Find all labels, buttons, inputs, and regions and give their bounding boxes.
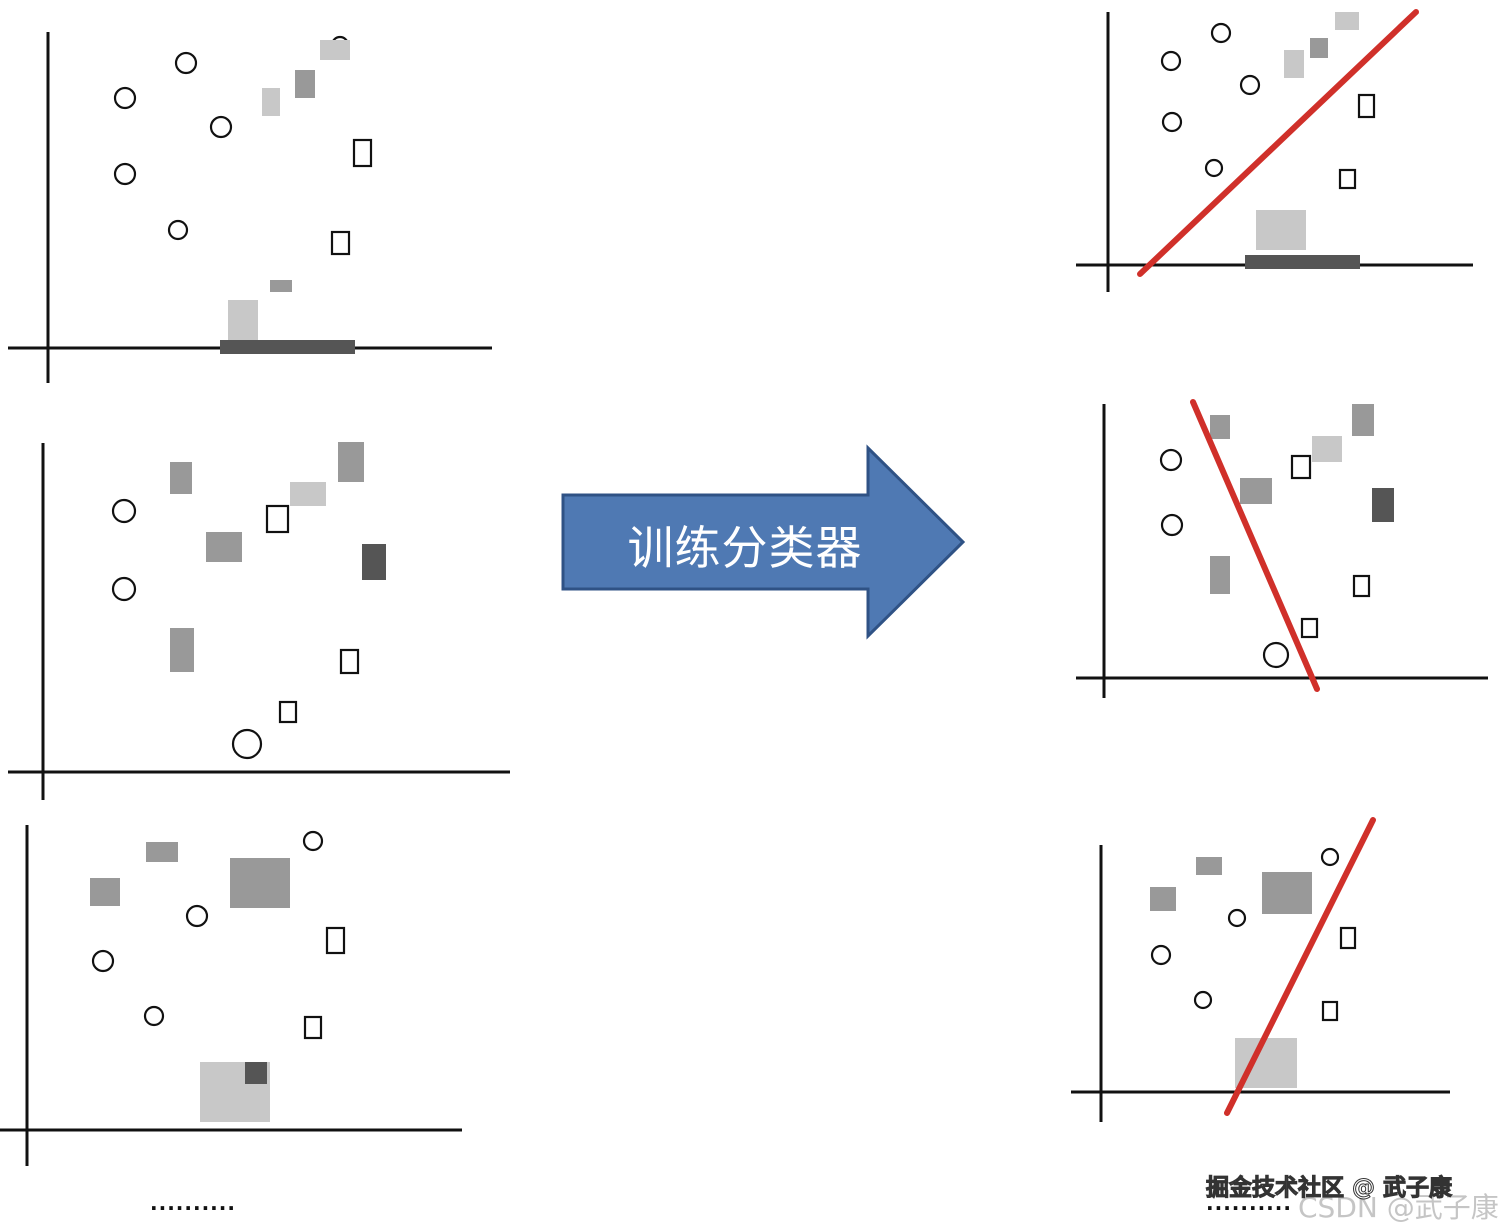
separator-line [1137, 9, 1419, 277]
right-scatter-1 [1076, 9, 1473, 292]
ellipsis-right: ·········· [1206, 1196, 1292, 1220]
arrow-shape [561, 444, 966, 640]
right-scatter-3 [1071, 817, 1450, 1122]
right-scatter-2 [1076, 399, 1488, 698]
separator-line [1190, 399, 1320, 692]
left-scatter-1 [8, 32, 492, 383]
juejin-watermark: 掘金技术社区 @ 武子康 [1205, 1175, 1453, 1202]
csdn-watermark: CSDN @武子康 [1298, 1191, 1499, 1224]
separator-line [1224, 817, 1376, 1116]
left-scatter-2 [8, 442, 510, 800]
arrow-label: 训练分类器 [627, 521, 863, 575]
left-scatter-3 [0, 825, 462, 1166]
ellipsis-left: ·········· [150, 1196, 236, 1220]
